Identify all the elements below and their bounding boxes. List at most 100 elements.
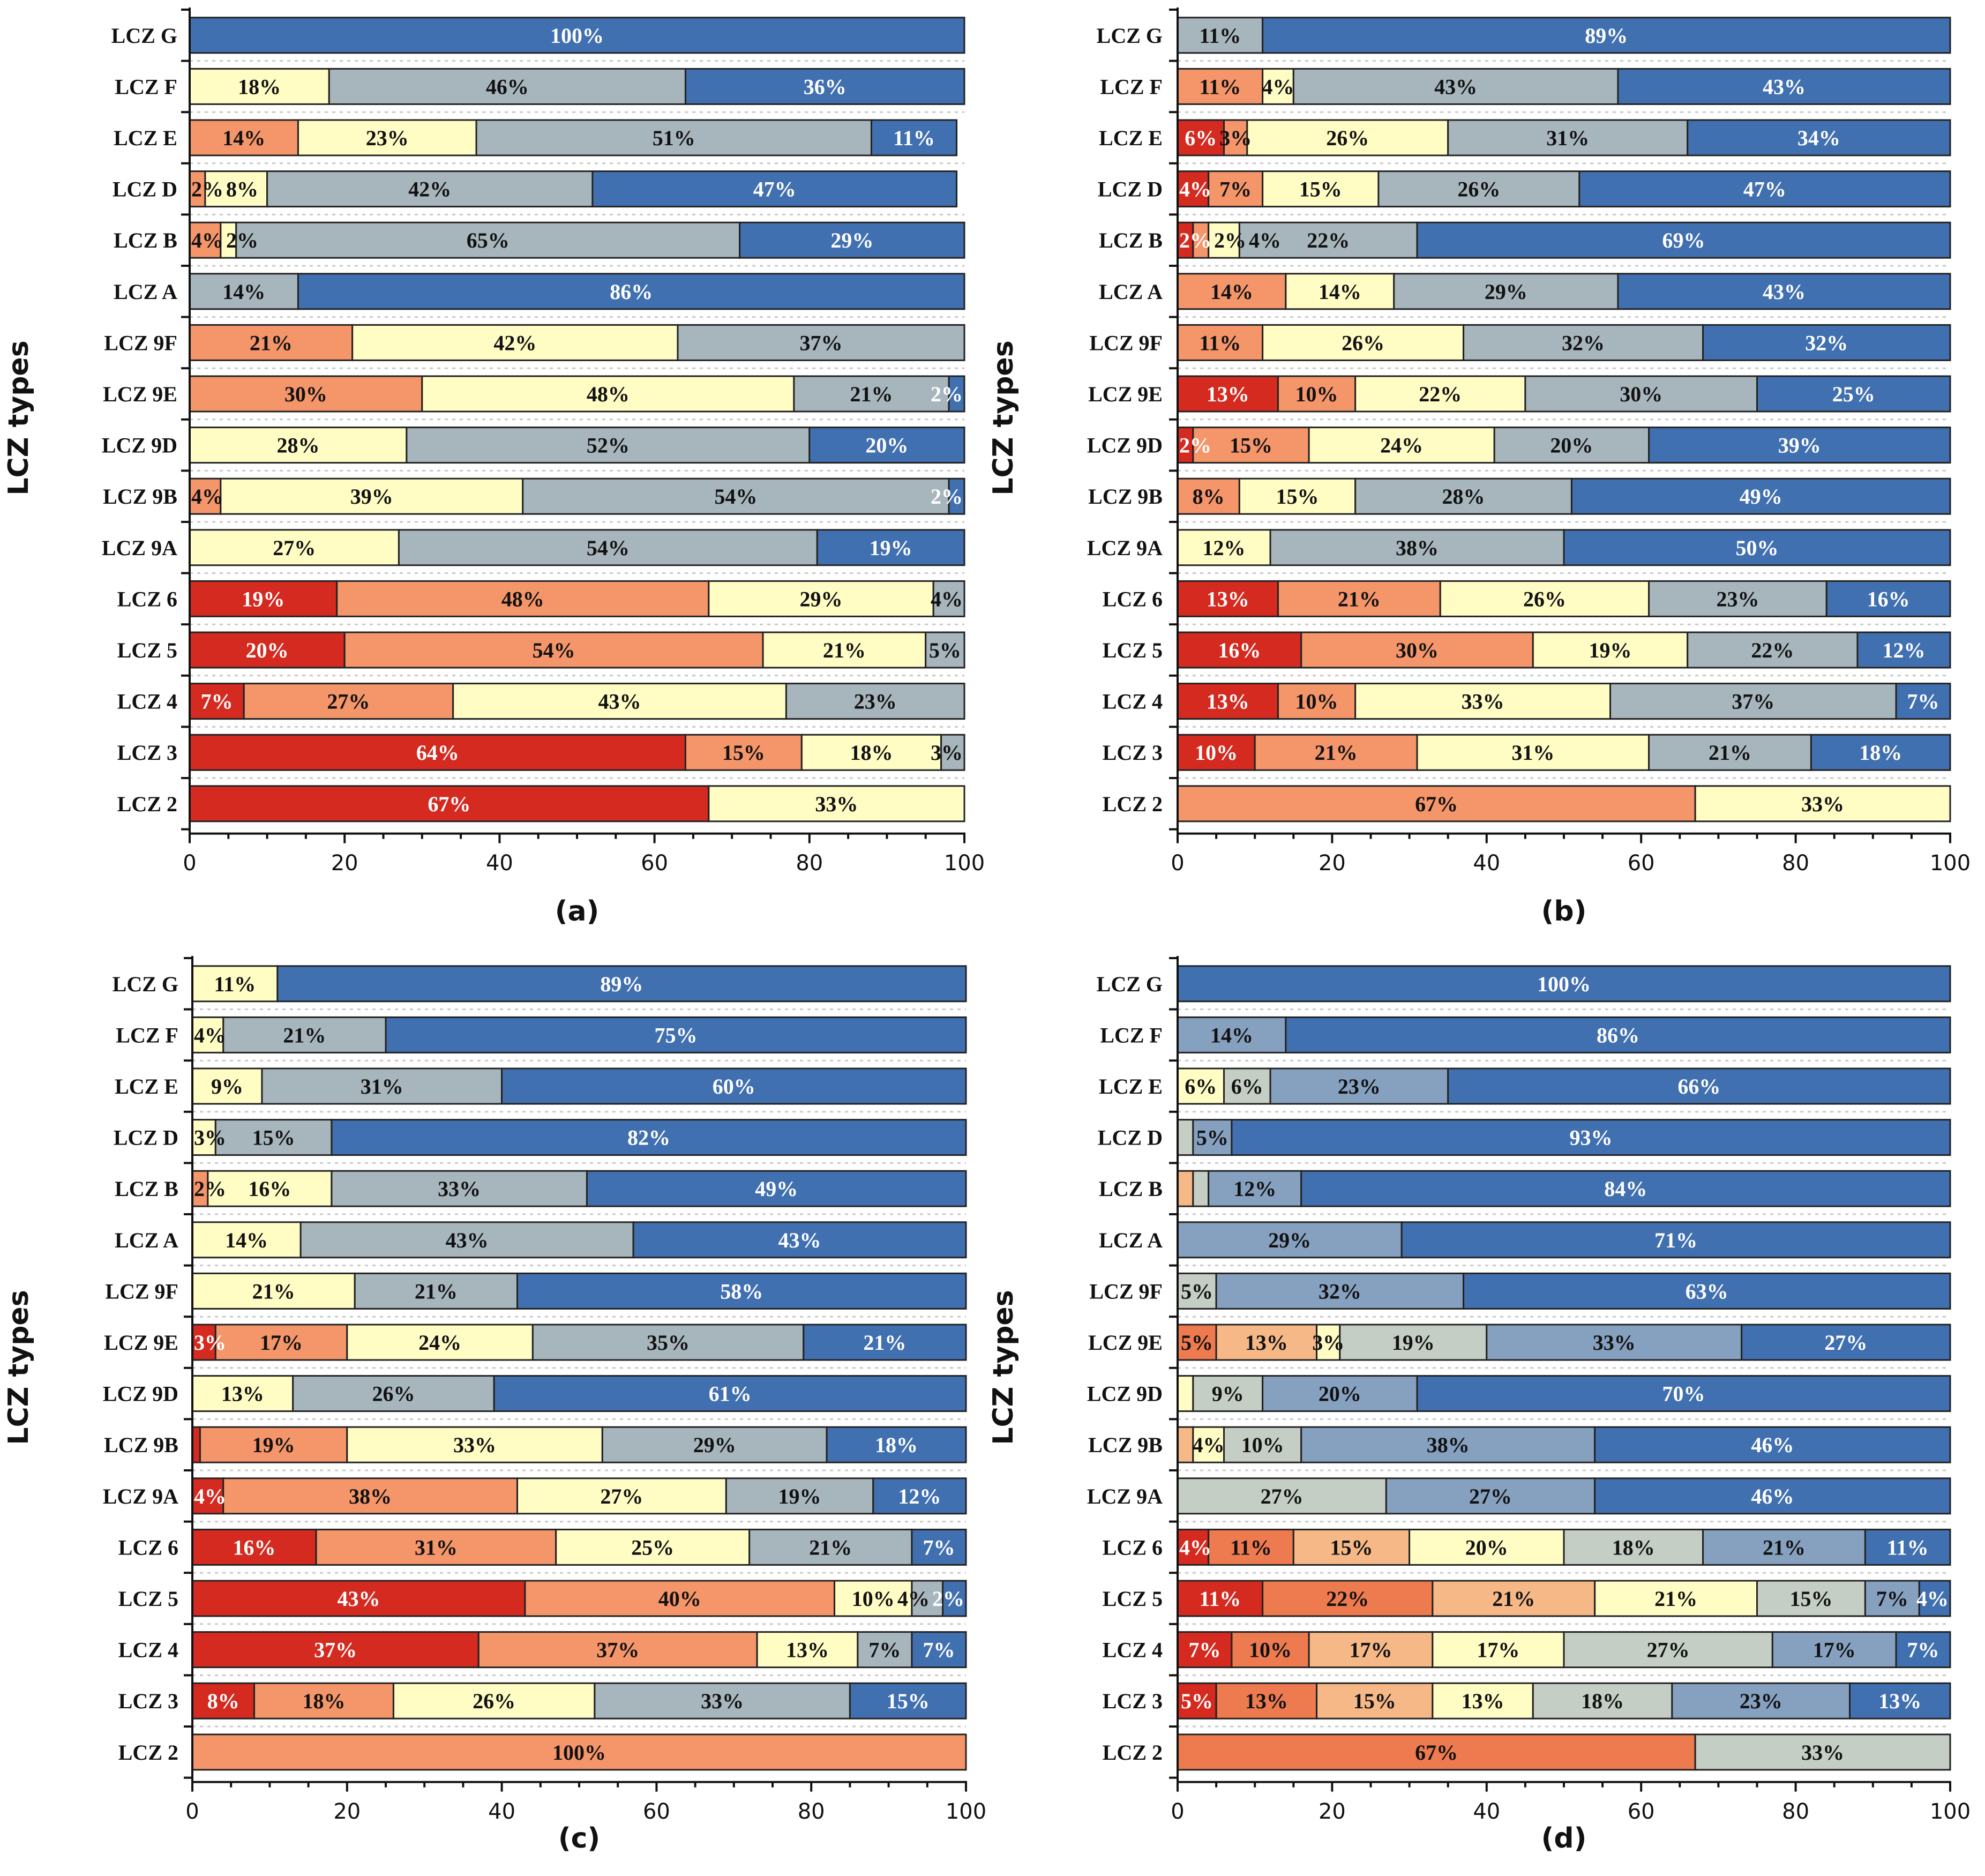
data-label: 26% [372,1382,415,1406]
data-label: 18% [850,741,893,765]
data-label: 43% [778,1228,821,1252]
bar-segment [1177,1528,1210,1566]
bar-row: LCZ 9B 19% 33% 29% 18% [104,1426,967,1463]
data-label: 23% [1338,1074,1381,1098]
x-tick-label: 100 [1930,851,1971,876]
data-label: 2% [191,177,223,201]
data-label: 4% [191,228,223,252]
data-label: 37% [799,331,842,355]
category-label: LCZ 2 [1103,1740,1163,1765]
data-label: 67% [1415,792,1458,816]
data-label: 69% [1662,228,1705,252]
data-label: 40% [658,1587,701,1611]
category-label: LCZ 4 [1103,1638,1163,1662]
data-label: 28% [1442,484,1485,509]
panel-label: (a) [555,895,600,928]
data-label: 19% [778,1484,821,1508]
bar-segment [343,631,764,669]
data-label: 4% [1249,228,1281,252]
data-label: 33% [1593,1331,1636,1355]
bar-segment [331,1170,588,1207]
data-label: 27% [1647,1638,1690,1662]
data-label: 11% [1887,1535,1929,1559]
bar-segment [191,965,279,1003]
category-label: LCZ 5 [1103,638,1163,662]
bar-row: LCZ E 9% 31% 60% [115,1067,967,1105]
bar-segment [1609,683,1897,720]
bar-segment [1563,529,1951,566]
x-tick-label: 40 [486,851,513,876]
bar-segment [398,529,818,566]
bar-row: LCZ F 11% 4% 43% 43% [1100,68,1951,105]
x-tick-label: 0 [183,851,196,876]
bar-segment [1694,1733,1951,1771]
data-label: 4% [194,1023,226,1047]
bar-segment [1617,68,1951,105]
bar-segment [1262,170,1380,208]
data-label: 86% [610,280,653,304]
bar-segment [220,477,524,515]
data-label: 10% [852,1587,895,1611]
data-label: 7% [923,1535,955,1559]
data-label: 19% [1589,638,1632,662]
bar-segment [748,1528,913,1566]
bar-segment [189,273,299,310]
y-axis-title: LCZ types [987,340,1020,495]
data-label: 27% [1261,1484,1304,1508]
data-label: 6% [1185,1074,1217,1098]
bar-segment [632,1221,967,1259]
bar-segment [1864,1528,1951,1566]
bar-segment [849,1682,967,1720]
data-label: 15% [887,1689,930,1713]
bar-row: LCZ F 18% 46% 36% [115,68,965,105]
bar-segment [1177,1221,1403,1259]
x-tick-label: 40 [1473,851,1500,876]
bar-segment [1687,119,1951,156]
bar-segment [189,375,423,413]
data-label: 35% [647,1331,690,1355]
data-label: 8% [207,1689,239,1713]
data-label: 7% [923,1638,955,1662]
bar-row: LCZ 9F 11% 26% 32% 32% [1089,324,1951,361]
bar-row: LCZ D 2% 8% 42% 47% [113,170,958,208]
data-label: 10% [1295,382,1338,406]
bar-segment [1177,785,1696,823]
bar-segment [297,273,965,310]
data-label: 43% [598,690,641,714]
bar-segment [1300,1426,1596,1463]
category-label: LCZ 9B [103,484,177,509]
data-label: 38% [1396,536,1439,560]
data-label: 61% [709,1382,752,1406]
category-label: LCZ 6 [1103,587,1163,611]
bar-segment [189,221,222,259]
bar-segment [1377,170,1580,208]
bar-segment [1262,1580,1434,1617]
bar-segment [1694,785,1951,823]
data-label: 7% [1907,690,1939,714]
bar-row: LCZ D 3% 15% 82% [114,1119,967,1156]
category-label: LCZ E [1099,1074,1163,1098]
data-label: 21% [415,1279,458,1303]
data-label: 5% [1181,1279,1213,1303]
bar-segment [1308,427,1495,464]
bar-segment [1177,965,1951,1003]
bar-row: LCZ 2 67% 33% [1103,1733,1951,1771]
data-label: 84% [1604,1177,1647,1201]
data-label: 2% [931,484,963,509]
bar-row: LCZ D 5% 93% [1098,1119,1951,1156]
data-label: 22% [1326,1587,1369,1611]
bar-row: LCZ 9E 5% 13% 3% 19% 33% 27% [1088,1324,1951,1361]
bar-segment [870,119,958,156]
data-label: 27% [600,1484,643,1508]
bar-segment [684,734,803,771]
category-label: LCZ 6 [1103,1535,1163,1559]
x-tick-label: 60 [1628,1799,1655,1824]
category-label: LCZ D [1098,177,1163,201]
bar-segment [292,1375,495,1412]
bar-segment [800,734,942,771]
category-label: LCZ 9F [104,331,177,355]
data-label: 9% [1212,1382,1244,1406]
bar-row: LCZ 5 20% 54% 21% 5% [117,631,965,669]
bar-segment [328,68,686,105]
category-label: LCZ 9D [103,1382,178,1406]
